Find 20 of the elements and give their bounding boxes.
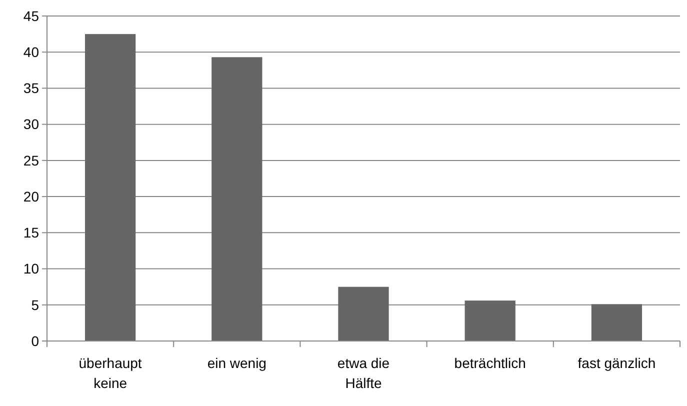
bar bbox=[212, 57, 262, 341]
x-tick-label: fast gänzlich bbox=[578, 355, 656, 371]
y-tick-label: 15 bbox=[23, 224, 40, 241]
x-tick-label: etwa die Hälfte bbox=[337, 355, 390, 391]
y-tick-label: 25 bbox=[23, 152, 40, 168]
x-tick-label: überhaupt keine bbox=[78, 355, 142, 391]
bar bbox=[84, 34, 136, 341]
y-tick-label: 0 bbox=[31, 332, 40, 349]
bar bbox=[464, 300, 516, 341]
bar bbox=[338, 286, 389, 341]
y-tick-label: 40 bbox=[23, 44, 40, 60]
y-tick-label: 35 bbox=[23, 80, 40, 96]
y-tick-label: 20 bbox=[23, 188, 40, 204]
x-tick-label: beträchtlich bbox=[454, 355, 526, 371]
y-tick-label: 10 bbox=[23, 260, 40, 277]
y-tick-label: 5 bbox=[31, 296, 40, 313]
y-tick-label: 30 bbox=[23, 116, 40, 132]
y-tick-label: 45 bbox=[23, 8, 40, 24]
x-tick-label: ein wenig bbox=[207, 355, 266, 371]
bar bbox=[591, 304, 642, 341]
